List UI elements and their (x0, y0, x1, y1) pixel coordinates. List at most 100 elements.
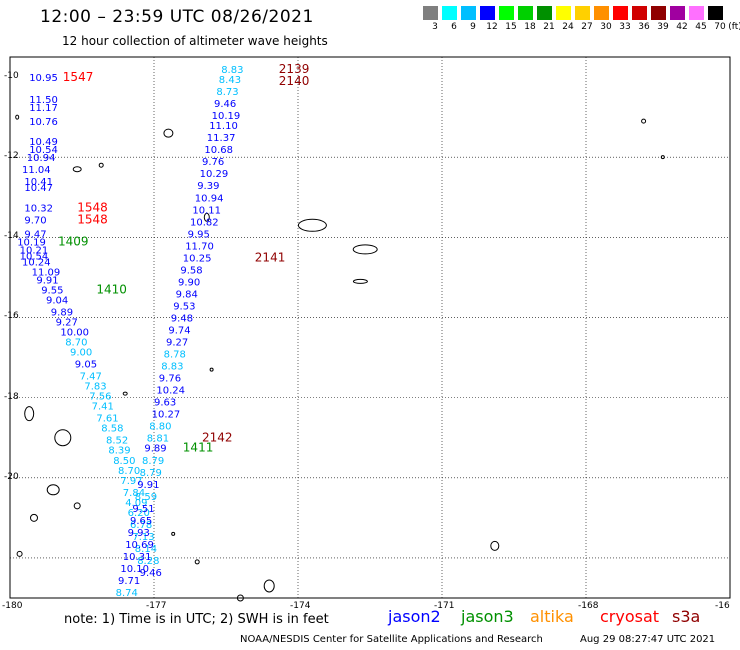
wave-height-value: 8.58 (101, 424, 123, 435)
island-outline (490, 540, 500, 551)
wave-height-value: 10.25 (183, 253, 212, 264)
colorbar-swatch (461, 6, 476, 20)
island-outline (16, 550, 23, 557)
map-subtitle: 12 hour collection of altimeter wave hei… (62, 34, 328, 48)
wave-height-value: 9.27 (166, 338, 188, 349)
colorbar-unit: (ft) (728, 22, 740, 32)
wave-height-value: 9.63 (154, 398, 176, 409)
wave-height-value: 7.84 (123, 488, 145, 499)
longitude-label: -177 (146, 601, 167, 611)
colorbar-swatch (651, 6, 666, 20)
wave-height-value: 7.61 (96, 414, 118, 425)
wave-height-value: 9.58 (180, 265, 202, 276)
pass-time-label: 1411 (183, 441, 214, 455)
island-outline (163, 128, 174, 138)
colorbar-swatch (613, 6, 628, 20)
wave-height-value: 8.81 (147, 434, 169, 445)
latitude-label: -12 (4, 151, 19, 162)
wave-height-value: 9.89 (144, 444, 166, 455)
longitude-label: -171 (434, 601, 455, 611)
colorbar-swatch (632, 6, 647, 20)
wave-height-value: 10.24 (22, 257, 51, 268)
wave-height-value: 6.78 (130, 520, 152, 531)
wave-height-value: 8.59 (135, 492, 157, 503)
wave-height-value: 7.13 (132, 532, 154, 543)
wave-height-value: 9.48 (171, 313, 193, 324)
wave-height-value: 9.91 (137, 480, 159, 491)
wave-height-value: 6.20 (128, 508, 150, 519)
wave-height-value: 10.29 (200, 169, 229, 180)
wave-height-value: 9.91 (36, 275, 58, 286)
wave-height-value: 10.10 (120, 564, 149, 575)
wave-height-value: 9.46 (140, 568, 162, 579)
wave-height-value: 10.54 (29, 145, 58, 156)
colorbar-label: 39 (657, 22, 669, 32)
wave-height-value: 9.74 (168, 326, 190, 337)
wave-height-value: 8.50 (113, 456, 135, 467)
latitude-label: -18 (4, 391, 19, 402)
legend-altika: altika (530, 607, 574, 626)
wave-height-value: 8.78 (164, 350, 186, 361)
wave-height-value: 10.95 (29, 73, 58, 84)
legend-jason2: jason2 (388, 607, 441, 626)
colorbar-swatch (480, 6, 495, 20)
island-outline (171, 531, 176, 536)
wave-height-value: 8.74 (116, 588, 138, 599)
latitude-label: -16 (4, 311, 19, 322)
wave-height-value: 10.76 (29, 117, 58, 128)
island-outline (54, 429, 72, 447)
wave-height-value: 8.14 (135, 544, 157, 555)
island-outline (73, 502, 81, 510)
credit-text: NOAA/NESDIS Center for Satellite Applica… (240, 634, 543, 645)
wave-height-value: 11.37 (207, 133, 236, 144)
wave-height-value: 9.90 (178, 277, 200, 288)
colorbar-label: 27 (581, 22, 593, 32)
wave-height-value: 7.41 (92, 402, 114, 413)
wave-height-value: 10.94 (195, 193, 224, 204)
wave-height-value: 7.47 (80, 372, 102, 383)
colorbar-label: 24 (562, 22, 574, 32)
wave-height-value: 8.80 (149, 422, 171, 433)
wave-height-value: 9.05 (75, 360, 97, 371)
wave-height-value: 9.27 (56, 317, 78, 328)
wave-height-value: 10.68 (204, 145, 233, 156)
wave-height-value: 8.79 (142, 456, 164, 467)
wave-height-value: 10.49 (29, 137, 58, 148)
colorbar-swatch (575, 6, 590, 20)
wave-height-value: 10.47 (24, 183, 53, 194)
pass-time-label: 2139 (279, 62, 310, 76)
wave-height-value: 7.83 (84, 382, 106, 393)
colorbar-label: 42 (676, 22, 688, 32)
legend-jason3: jason3 (461, 607, 514, 626)
wave-height-value: 11.10 (209, 121, 238, 132)
pass-time-label: 2142 (202, 431, 233, 445)
colorbar-label: 12 (486, 22, 498, 32)
colorbar-swatch (670, 6, 685, 20)
wave-height-value: 10.54 (20, 251, 49, 262)
colorbar-swatch (708, 6, 723, 20)
generated-timestamp: Aug 29 08:27:47 UTC 2021 (580, 634, 716, 645)
wave-height-value: 10.24 (156, 386, 185, 397)
wave-height-value: 8.43 (219, 75, 241, 86)
map-title: 12:00 – 23:59 UTC 08/26/2021 (40, 7, 314, 27)
units-note: note: 1) Time is in UTC; 2) SWH is in fe… (64, 612, 329, 627)
wave-height-value: 7.97 (120, 476, 142, 487)
island-outline (72, 166, 82, 173)
wave-height-value: 8.28 (137, 556, 159, 567)
wave-height-value: 10.41 (24, 177, 53, 188)
wave-height-value: 9.00 (70, 348, 92, 359)
longitude-label: -180 (2, 601, 23, 611)
island-outline (24, 406, 35, 422)
pass-time-label: 1409 (58, 234, 89, 248)
wave-height-value: 11.70 (185, 241, 214, 252)
colorbar-label: 70 (714, 22, 726, 32)
wave-height-value: 9.39 (197, 181, 219, 192)
wave-height-value: 8.73 (216, 87, 238, 98)
latitude-label: -10 (4, 71, 19, 82)
colorbar-label: 6 (451, 22, 457, 32)
colorbar-swatch (442, 6, 457, 20)
colorbar-label: 36 (638, 22, 650, 32)
longitude-label: -174 (290, 601, 311, 611)
colorbar-label: 15 (505, 22, 517, 32)
pass-time-label: 2141 (255, 250, 286, 264)
